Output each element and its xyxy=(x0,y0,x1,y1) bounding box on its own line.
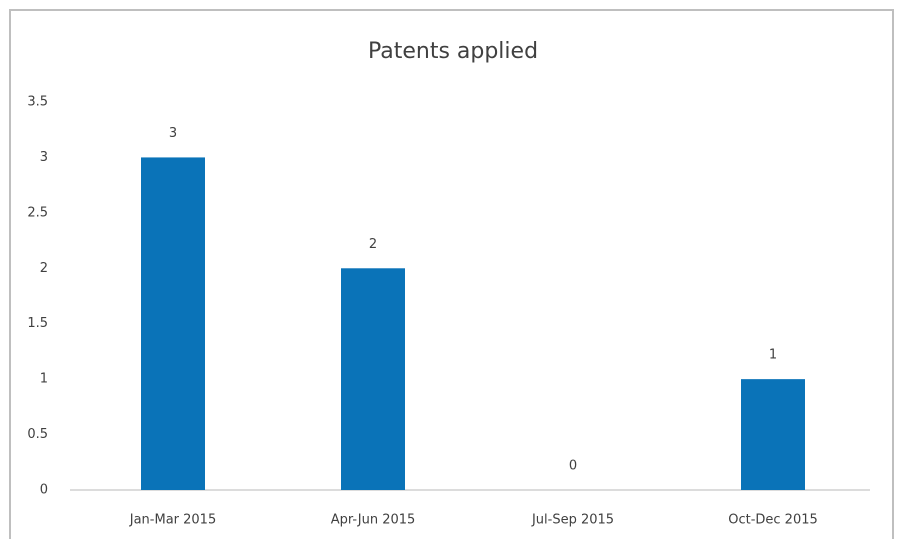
y-tick-label: 2 xyxy=(40,261,48,276)
bar xyxy=(141,157,205,490)
data-label: 1 xyxy=(769,348,777,363)
x-tick-label: Oct-Dec 2015 xyxy=(728,513,818,528)
y-tick-label: 2.5 xyxy=(27,205,48,220)
y-tick-label: 1 xyxy=(40,372,48,387)
y-tick-label: 3 xyxy=(40,150,48,165)
data-label: 2 xyxy=(369,237,377,252)
y-tick-label: 3.5 xyxy=(27,95,48,110)
x-tick-label: Jul-Sep 2015 xyxy=(531,513,614,528)
data-label: 3 xyxy=(169,126,177,141)
chart-title: Patents applied xyxy=(368,39,538,64)
y-tick-label: 0 xyxy=(40,483,48,498)
x-tick-label: Apr-Jun 2015 xyxy=(331,513,416,528)
bar xyxy=(341,268,405,490)
y-tick-label: 1.5 xyxy=(27,316,48,331)
x-tick-label: Jan-Mar 2015 xyxy=(129,513,216,528)
bar xyxy=(741,379,805,490)
data-label: 0 xyxy=(569,459,577,474)
y-tick-label: 0.5 xyxy=(27,427,48,442)
